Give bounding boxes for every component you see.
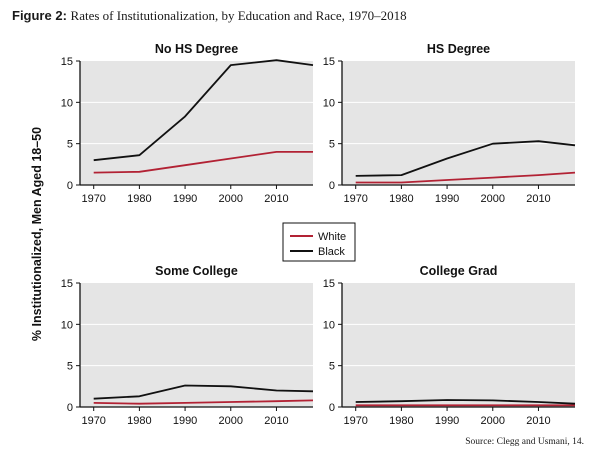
y-tick-label: 5 [67,361,73,373]
y-tick-label: 15 [323,278,335,290]
panel-background [80,61,313,185]
y-tick-label: 5 [329,361,335,373]
legend-label-white: White [318,231,346,243]
x-tick-label: 1970 [81,415,105,427]
x-tick-label: 1980 [127,415,151,427]
source-note: Source: Clegg and Usmani, 14. [465,437,584,447]
panel-background [342,61,575,185]
y-axis-label: % Institutionalized, Men Aged 18–50 [30,127,44,341]
y-tick-label: 0 [329,180,335,192]
series-line-white [93,399,314,405]
y-tick-label: 0 [67,180,73,192]
x-tick-label: 1980 [127,193,151,205]
y-tick-label: 10 [61,97,73,109]
panel-title: HS Degree [427,42,490,56]
y-tick-label: 5 [67,139,73,151]
series-line-white [93,150,313,174]
y-tick-label: 15 [323,56,335,68]
series-line-white [355,171,576,184]
x-tick-label: 1970 [343,415,367,427]
panel-title: No HS Degree [155,42,238,56]
y-tick-label: 10 [323,319,335,331]
y-tick-label: 10 [61,319,73,331]
x-tick-label: 1980 [389,193,413,205]
y-tick-label: 5 [329,139,335,151]
x-tick-label: 2010 [264,193,288,205]
x-tick-label: 2000 [219,415,243,427]
y-tick-label: 15 [61,278,73,290]
x-tick-label: 2010 [526,193,550,205]
series-line-black [93,59,314,162]
y-tick-label: 10 [323,97,335,109]
panel-title: Some College [155,264,238,278]
y-tick-label: 0 [329,402,335,414]
x-tick-label: 2010 [526,415,550,427]
x-tick-label: 1990 [435,415,459,427]
y-tick-label: 0 [67,402,73,414]
x-tick-label: 2000 [219,193,243,205]
x-tick-label: 1990 [435,193,459,205]
series-line-black [355,140,576,177]
x-tick-label: 1970 [343,193,367,205]
figure-label: Figure 2: [12,8,67,23]
x-tick-label: 2010 [264,415,288,427]
x-tick-label: 1980 [389,415,413,427]
x-tick-label: 1990 [173,193,197,205]
x-tick-label: 1970 [81,193,105,205]
figure-title: Figure 2: Rates of Institutionalization,… [12,8,407,24]
series-line-black [355,399,576,405]
panel-background [342,283,575,407]
figure-title-text: Rates of Institutionalization, by Educat… [70,8,407,23]
legend-label-black: Black [318,246,345,258]
x-tick-label: 1990 [173,415,197,427]
x-tick-label: 2000 [481,415,505,427]
series-line-black [93,384,314,400]
panel-title: College Grad [420,264,498,278]
legend-box [282,222,356,262]
y-tick-label: 15 [61,56,73,68]
panel-background [80,283,313,407]
x-tick-label: 2000 [481,193,505,205]
